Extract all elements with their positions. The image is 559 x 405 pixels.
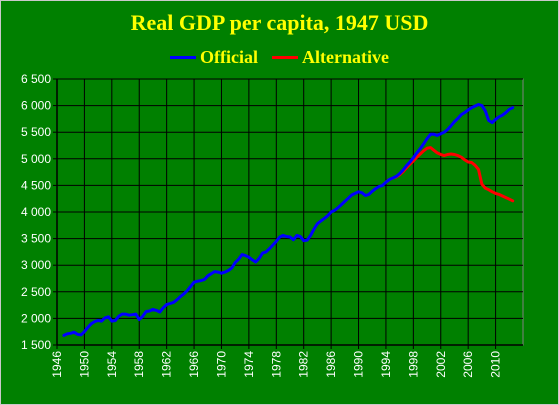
- legend-label-alternative: Alternative: [302, 46, 389, 67]
- legend-swatch-alternative: [272, 55, 298, 59]
- chart-title: Real GDP per capita, 1947 USD: [130, 10, 429, 35]
- x-tick-label: 2006: [461, 351, 475, 378]
- legend-item-official: Official: [170, 47, 258, 68]
- axes: 1 500 2 000 2 500 3 000 3 500 4 000 4 500 5 000…: [21, 72, 523, 378]
- y-tick-label: 1 500: [21, 338, 51, 352]
- x-tick-label: 1966: [187, 351, 201, 378]
- x-tick-label: 1970: [214, 351, 228, 378]
- y-tick-label: 6 000: [21, 99, 51, 113]
- y-tick-label: 5 000: [21, 152, 51, 166]
- legend-item-alternative: Alternative: [272, 47, 389, 68]
- y-tick-label: 2 000: [21, 311, 51, 325]
- x-tick-label: 1982: [297, 351, 311, 378]
- legend-label-official: Official: [200, 46, 258, 67]
- x-tick-label: 1962: [160, 351, 174, 378]
- y-tick-label: 4 000: [21, 205, 51, 219]
- y-tick-label: 6 500: [21, 72, 51, 86]
- x-tick-label: 1946: [50, 351, 64, 378]
- legend-swatch-official: [170, 55, 197, 59]
- x-tick-label: 1974: [242, 351, 256, 378]
- y-tick-label: 2 500: [21, 285, 51, 299]
- x-tick-label: 1978: [269, 351, 283, 378]
- grid: [56, 78, 524, 346]
- y-tick-label: 4 500: [21, 178, 51, 192]
- x-tick-label: 1950: [77, 351, 91, 378]
- legend: Official Alternative: [0, 45, 559, 69]
- x-tick-label: 1954: [105, 351, 119, 378]
- x-tick-label: 1994: [379, 351, 393, 378]
- y-tick-label: 5 500: [21, 125, 51, 139]
- x-tick-label: 1990: [352, 351, 366, 378]
- x-tick-label: 1986: [324, 351, 338, 378]
- series-layer: [62, 103, 515, 337]
- y-tick-label: 3 500: [21, 232, 51, 246]
- y-tick-label: 3 000: [21, 258, 51, 272]
- series-line-official: [62, 103, 515, 337]
- x-tick-label: 2002: [434, 351, 448, 378]
- x-tick-label: 2010: [489, 351, 503, 378]
- x-tick-label: 1998: [406, 351, 420, 378]
- x-tick-label: 1958: [132, 351, 146, 378]
- series-line-alternative: [384, 146, 515, 203]
